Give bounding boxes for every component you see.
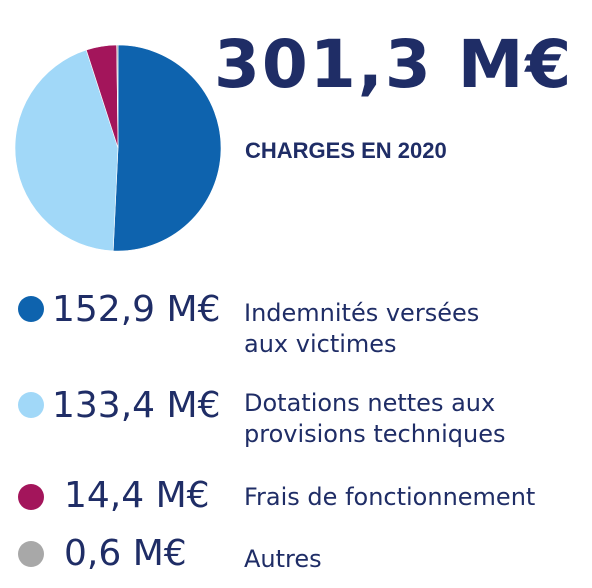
legend-marker-indemnites: [18, 296, 44, 322]
legend-label-indemnites-line2: aux victimes: [244, 330, 397, 358]
pie-slice-autres: [116, 44, 119, 149]
legend-label-dotations-line2: provisions techniques: [244, 420, 506, 448]
legend-marker-autres: [18, 541, 44, 567]
legend-label-indemnites-line1: Indemnités versées: [244, 299, 480, 327]
legend-value-autres: 0,6 M€: [64, 533, 187, 574]
legend-value-indemnites: 152,9 M€: [52, 289, 221, 330]
total-charges-value: 301,3 M€: [214, 26, 574, 103]
legend-label-autres: Autres: [244, 545, 322, 573]
legend-label-frais: Frais de fonctionnement: [244, 483, 536, 511]
legend-value-dotations: 133,4 M€: [52, 385, 221, 426]
legend-marker-frais: [18, 484, 44, 510]
pie-chart: [14, 44, 222, 252]
legend-label-dotations-line1: Dotations nettes aux: [244, 389, 496, 417]
pie-slice-indemnites: [112, 44, 222, 252]
legend-marker-dotations: [18, 392, 44, 418]
pie-slice-dotations: [14, 49, 119, 252]
charges-subtitle: CHARGES EN 2020: [245, 138, 447, 163]
legend-value-frais: 14,4 M€: [64, 475, 210, 516]
